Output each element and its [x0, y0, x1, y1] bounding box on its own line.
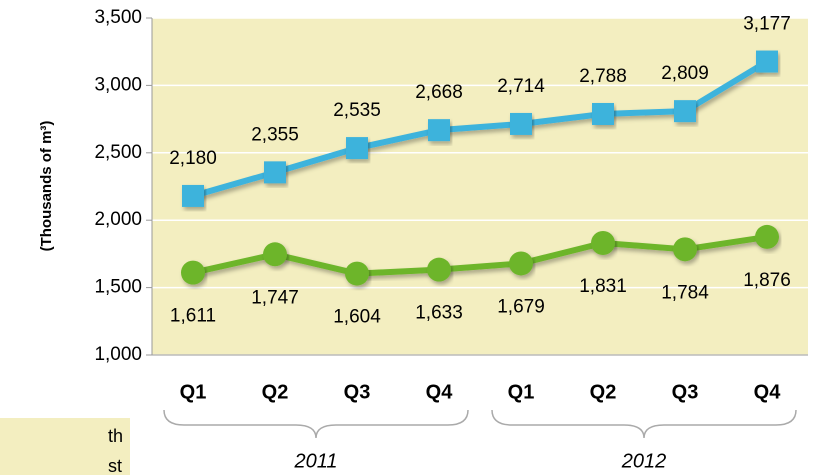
x-tick-label: Q3	[672, 381, 699, 403]
annotation-box	[0, 418, 130, 475]
marker	[674, 100, 696, 123]
marker	[756, 50, 778, 73]
marker	[182, 184, 204, 207]
y-tick-label: 2,500	[94, 142, 142, 163]
data-label: 1,876	[743, 270, 791, 291]
group-label: 2011	[293, 450, 337, 472]
group-brace	[163, 409, 469, 439]
marker	[427, 257, 451, 282]
x-tick-label: Q4	[426, 381, 454, 403]
y-tick-label: 1,000	[94, 344, 142, 365]
annotation-text: th	[108, 426, 123, 446]
series-line	[192, 233, 768, 277]
annotation-text: st	[108, 456, 122, 475]
data-label: 2,788	[579, 66, 627, 87]
marker	[510, 112, 532, 135]
data-label: 2,714	[497, 76, 545, 97]
data-label: 1,831	[579, 276, 627, 297]
x-tick-label: Q2	[590, 381, 617, 403]
marker	[591, 230, 615, 255]
data-label: 2,809	[661, 63, 709, 84]
x-tick-label: Q3	[344, 381, 371, 403]
marker	[345, 261, 369, 286]
group-brace	[491, 409, 797, 439]
group-label: 2012	[621, 450, 667, 472]
series-line	[192, 58, 769, 199]
marker	[673, 237, 697, 262]
y-tick-label: 3,500	[94, 7, 142, 28]
y-tick-label: 1,500	[94, 277, 142, 298]
x-tick-label: Q2	[262, 381, 289, 403]
marker	[509, 251, 533, 276]
y-tick-label: 2,000	[94, 209, 142, 230]
data-label: 2,668	[415, 82, 463, 103]
y-axis-title: (Thousands of m³)	[38, 121, 55, 252]
data-label: 2,355	[251, 124, 299, 145]
marker	[181, 260, 205, 285]
x-tick-label: Q1	[508, 381, 535, 403]
data-label: 3,177	[743, 14, 791, 35]
x-tick-label: Q1	[180, 381, 207, 403]
marker	[592, 102, 614, 125]
data-label: 1,633	[415, 303, 463, 324]
marker	[263, 242, 287, 267]
x-tick-label: Q4	[754, 381, 782, 403]
y-tick-label: 3,000	[94, 74, 142, 95]
plot-area	[152, 18, 808, 355]
data-label: 2,535	[333, 100, 381, 121]
data-label: 1,604	[333, 307, 381, 328]
marker	[755, 224, 779, 249]
data-label: 1,611	[170, 306, 216, 327]
data-label: 2,180	[169, 148, 217, 169]
marker	[346, 137, 368, 160]
marker	[428, 119, 450, 142]
data-label: 1,679	[497, 296, 545, 317]
data-label: 1,784	[661, 282, 709, 303]
data-label: 1,747	[251, 287, 299, 308]
marker	[264, 161, 286, 184]
